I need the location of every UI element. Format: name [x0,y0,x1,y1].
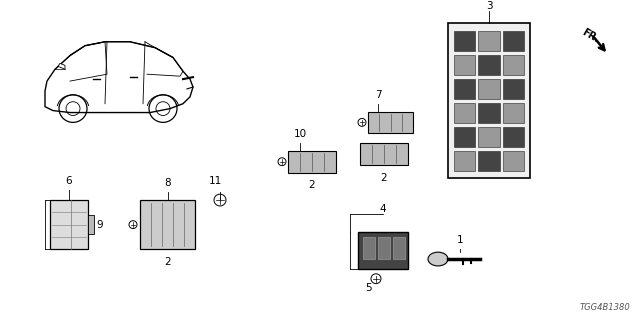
Bar [454,151,476,171]
Bar [502,79,524,99]
Bar [502,31,524,51]
Polygon shape [360,143,408,165]
Text: 2: 2 [308,180,316,190]
Bar [454,55,476,75]
Bar [478,79,500,99]
Bar [454,79,476,99]
Text: 10: 10 [293,129,307,139]
Text: 11: 11 [209,176,221,186]
Text: TGG4B1380: TGG4B1380 [579,303,630,312]
Bar [502,55,524,75]
Bar [50,200,88,249]
Bar [454,31,476,51]
Polygon shape [58,63,65,69]
Polygon shape [288,151,336,172]
Bar [393,237,405,259]
Text: 9: 9 [96,220,102,230]
Bar [502,103,524,123]
Bar [88,215,94,235]
Bar [140,200,195,249]
Bar [478,103,500,123]
Bar [502,151,524,171]
Bar [358,231,408,269]
Polygon shape [368,112,413,133]
Text: 8: 8 [164,178,171,188]
Text: 1: 1 [457,235,463,245]
Text: 2: 2 [164,257,171,267]
Bar [478,127,500,147]
Text: 4: 4 [380,204,387,214]
Bar [478,55,500,75]
Polygon shape [45,42,193,113]
Text: 3: 3 [486,1,492,11]
Text: 7: 7 [374,90,381,100]
Text: 5: 5 [365,283,371,292]
Bar [448,23,530,179]
Bar [478,31,500,51]
Bar [478,151,500,171]
Text: 6: 6 [66,176,72,186]
Bar [454,103,476,123]
Text: 2: 2 [381,172,387,182]
Bar [502,127,524,147]
Bar [378,237,390,259]
Text: FR.: FR. [580,27,600,45]
Bar [363,237,375,259]
Bar [454,127,476,147]
Ellipse shape [428,252,448,266]
